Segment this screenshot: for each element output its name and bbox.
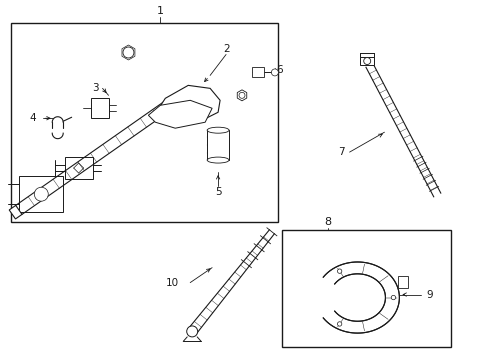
Polygon shape [148,100,212,128]
Circle shape [186,326,197,337]
Bar [207,130,228,160]
Circle shape [337,322,341,326]
Circle shape [239,92,244,98]
Circle shape [122,47,134,58]
Circle shape [34,187,48,201]
Circle shape [390,295,395,300]
Circle shape [363,58,370,64]
Bar [251,67,264,77]
Bar [398,276,407,288]
Bar [64,157,92,179]
Text: 1: 1 [157,6,163,15]
Ellipse shape [207,127,228,133]
Ellipse shape [207,157,228,163]
Text: 6: 6 [276,66,283,76]
Text: 4: 4 [29,113,36,123]
Circle shape [337,269,341,273]
Polygon shape [365,64,440,197]
Text: 3: 3 [92,84,99,93]
Text: 2: 2 [223,44,229,54]
Polygon shape [152,85,220,125]
Polygon shape [323,262,399,333]
Text: 5: 5 [214,187,221,197]
Bar [11,23,277,222]
Text: 8: 8 [324,217,330,227]
Polygon shape [9,206,22,219]
Bar [20,176,63,212]
Bar [90,98,108,118]
Bar [360,57,373,65]
Text: 7: 7 [338,147,344,157]
Text: 10: 10 [165,278,179,288]
Circle shape [271,69,278,76]
Bar [281,230,450,347]
Text: 9: 9 [425,289,432,300]
